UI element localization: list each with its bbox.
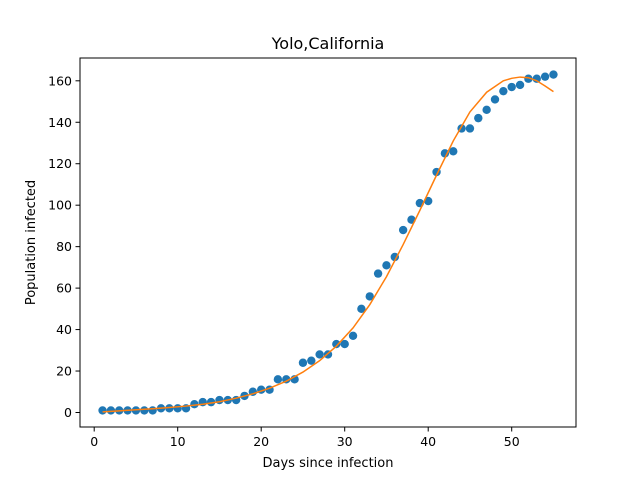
data-point — [106, 406, 116, 415]
data-point — [532, 74, 541, 83]
data-point — [173, 404, 182, 413]
data-point — [206, 397, 216, 407]
data-point — [148, 406, 157, 415]
x-tick-label: 20 — [253, 434, 269, 449]
y-axis-ticks: 0 20 40 60 80 100 120 140 160 — [48, 73, 80, 420]
data-point — [98, 406, 107, 415]
data-point — [390, 252, 399, 262]
data-point — [340, 339, 349, 349]
data-point — [215, 395, 224, 405]
data-point — [449, 147, 458, 156]
fit-line — [102, 76, 554, 413]
data-point — [382, 261, 391, 270]
data-point — [332, 339, 341, 349]
plot-background — [80, 58, 576, 427]
plot-frame — [79, 57, 577, 428]
y-tick-label: 40 — [56, 322, 72, 337]
y-tick-label: 140 — [48, 115, 72, 130]
chart-title: Yolo,California — [271, 34, 385, 53]
data-point — [440, 149, 450, 158]
y-tick-label: 0 — [64, 405, 72, 420]
x-tick-label: 40 — [420, 434, 436, 449]
y-tick-label: 20 — [56, 364, 72, 379]
data-point — [549, 70, 558, 79]
y-axis-label: Population infected — [24, 180, 39, 305]
x-tick-label: 0 — [90, 434, 98, 449]
x-axis-ticks: 0 10 20 30 40 50 — [90, 427, 520, 449]
data-point — [140, 406, 149, 415]
data-point — [499, 86, 508, 96]
x-axis-label: Days since infection — [263, 456, 394, 471]
data-point — [540, 72, 550, 81]
y-tick-label: 120 — [48, 156, 72, 171]
data-point — [373, 269, 383, 278]
data-point — [474, 113, 483, 123]
data-point — [507, 82, 516, 92]
data-point — [315, 350, 324, 359]
data-point — [398, 225, 408, 235]
x-tick-label: 10 — [170, 434, 186, 449]
data-point — [190, 400, 199, 409]
data-point — [357, 304, 366, 314]
data-point — [524, 74, 533, 83]
y-tick-label: 100 — [48, 198, 72, 213]
data-point — [424, 196, 433, 206]
data-point — [365, 292, 374, 301]
data-point — [490, 95, 500, 104]
x-tick-label: 30 — [337, 434, 353, 449]
y-tick-label: 160 — [48, 73, 72, 88]
data-point — [482, 105, 491, 115]
data-point — [307, 356, 316, 365]
data-point — [515, 80, 525, 90]
data-point — [465, 124, 475, 133]
data-point — [348, 331, 358, 340]
y-tick-label: 80 — [56, 239, 72, 254]
data-point — [165, 404, 174, 413]
data-point — [273, 375, 283, 384]
x-tick-label: 50 — [504, 434, 520, 449]
data-point — [298, 358, 308, 367]
y-tick-label: 60 — [56, 281, 72, 296]
